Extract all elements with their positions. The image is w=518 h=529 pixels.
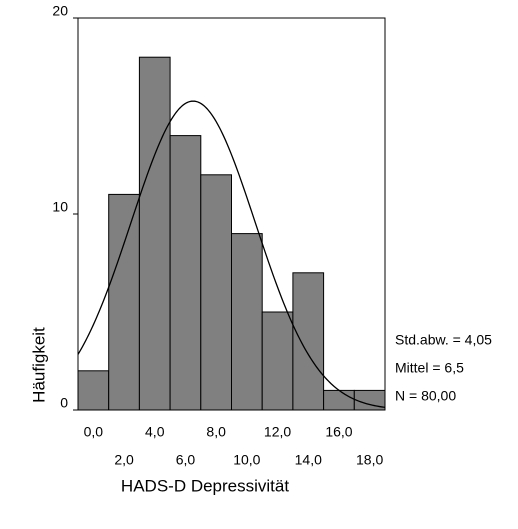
bar: [108, 193, 140, 411]
x-axis-label: HADS-D Depressivität: [121, 476, 289, 495]
bar: [261, 311, 294, 411]
x-tick-label: 0,0: [84, 424, 104, 440]
bar: [292, 272, 325, 411]
bar: [138, 56, 171, 411]
y-tick-label: 10: [52, 199, 68, 215]
x-tick-label: 2,0: [114, 452, 134, 468]
n-label: N = 80,00: [395, 388, 456, 404]
bar: [323, 389, 355, 411]
x-tick-label: 4,0: [145, 424, 165, 440]
x-tick-label: 8,0: [206, 424, 226, 440]
bar: [200, 174, 233, 411]
x-tick-label: 18,0: [356, 452, 383, 468]
x-tick-label: 6,0: [176, 452, 196, 468]
bar: [169, 135, 202, 411]
normal-curve: [77, 100, 386, 409]
bar: [231, 233, 263, 411]
x-tick-label: 14,0: [295, 452, 322, 468]
x-tick-label: 12,0: [264, 424, 291, 440]
x-tick-label: 16,0: [325, 424, 352, 440]
y-tick-label: 20: [52, 3, 68, 19]
y-axis-label: Häufigkeit: [29, 327, 48, 403]
bar: [77, 370, 110, 411]
y-tick-label: 0: [60, 395, 68, 411]
x-tick-label: 10,0: [233, 452, 260, 468]
std-label: Std.abw. = 4,05: [395, 332, 492, 348]
mean-label: Mittel = 6,5: [395, 360, 464, 376]
